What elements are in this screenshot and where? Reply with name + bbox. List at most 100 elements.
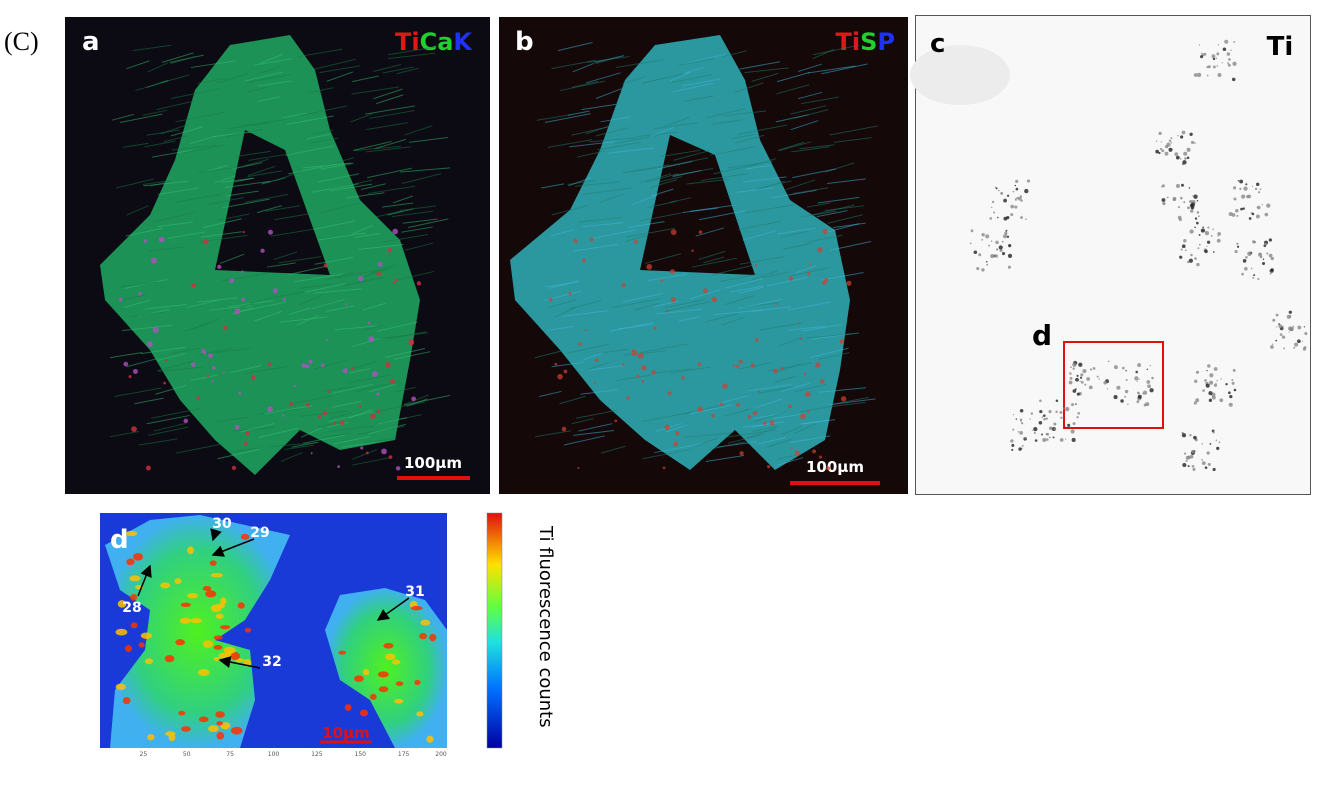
speckle: [636, 375, 639, 378]
speckle: [1065, 427, 1066, 428]
speckle: [368, 336, 374, 342]
speckle: [1016, 197, 1018, 199]
speckle: [333, 422, 336, 425]
speckle: [1060, 417, 1062, 419]
speckle: [1214, 367, 1218, 371]
speckle: [1287, 315, 1291, 319]
speckle: [978, 253, 981, 256]
hotspot: [396, 681, 403, 686]
speckle: [1070, 366, 1072, 368]
speckle: [1265, 213, 1269, 217]
speckle: [251, 375, 256, 380]
speckle: [411, 396, 416, 401]
speckle: [234, 308, 240, 314]
speckle: [1193, 195, 1197, 199]
annotation: 28: [122, 600, 141, 616]
speckle: [991, 241, 992, 242]
speckle: [1065, 438, 1066, 439]
speckle: [1282, 335, 1285, 338]
speckle: [1251, 268, 1253, 270]
speckle: [268, 362, 272, 366]
speckle: [989, 217, 992, 220]
speckle: [1271, 257, 1274, 260]
speckle: [222, 371, 224, 373]
speckle: [1266, 252, 1268, 254]
speckle: [358, 276, 363, 281]
speckle: [1202, 389, 1205, 392]
speckle: [1030, 418, 1031, 419]
speckle: [1020, 216, 1023, 219]
hotspot: [211, 573, 223, 578]
speckle: [1202, 461, 1206, 465]
speckle: [1262, 262, 1265, 265]
speckle: [675, 431, 679, 435]
speckle: [981, 233, 984, 236]
speckle: [133, 369, 138, 374]
speckle: [1190, 209, 1193, 212]
speckle: [388, 248, 392, 252]
speckle: [217, 265, 221, 269]
speckle: [1027, 179, 1030, 182]
speckle: [244, 442, 248, 446]
speckle: [1181, 248, 1183, 250]
hotspot: [245, 628, 251, 633]
speckle: [1191, 141, 1194, 144]
speckle: [1069, 381, 1073, 385]
hotspot: [416, 711, 423, 716]
channel: Ti: [836, 28, 861, 56]
speckle: [1197, 247, 1199, 249]
speckle: [138, 292, 141, 295]
speckle: [668, 391, 672, 395]
hotspot: [220, 597, 226, 604]
speckle: [1188, 465, 1190, 467]
speckle: [1070, 377, 1073, 380]
speckle: [273, 288, 278, 293]
speckle: [318, 415, 321, 418]
speckle: [184, 419, 188, 423]
hotspot: [429, 634, 436, 641]
speckle: [996, 187, 998, 189]
speckle: [1199, 44, 1200, 45]
speckle: [1165, 145, 1168, 148]
speckle: [163, 382, 166, 385]
speckle: [846, 281, 851, 286]
speckle: [1078, 363, 1082, 367]
speckle: [711, 414, 715, 418]
speckle: [1247, 195, 1251, 199]
speckle: [395, 279, 398, 282]
speckle: [1147, 369, 1148, 370]
speckle: [1025, 218, 1027, 220]
speckle: [1080, 377, 1082, 379]
speckle: [268, 230, 273, 235]
speckle: [791, 447, 793, 449]
speckle: [1201, 53, 1203, 55]
speckle: [1010, 213, 1013, 216]
speckle: [767, 465, 770, 468]
speckle: [1233, 369, 1236, 372]
speckle: [671, 229, 677, 235]
speckle: [593, 382, 595, 384]
speckle: [1194, 227, 1196, 229]
speckle: [1191, 450, 1194, 453]
hotspot: [116, 684, 126, 691]
speckle: [1138, 395, 1142, 399]
channel: P: [877, 28, 895, 56]
panel-letter: a: [82, 27, 100, 57]
annotation: 29: [250, 525, 269, 541]
speckle: [809, 263, 811, 265]
speckle: [153, 327, 159, 333]
speckle: [1190, 254, 1193, 257]
channel: Ca: [420, 28, 454, 56]
speckle: [697, 406, 703, 412]
speckle: [377, 410, 380, 413]
hotspot: [360, 710, 368, 717]
speckle: [410, 339, 413, 342]
speckle: [1205, 231, 1207, 232]
speckle: [376, 271, 381, 276]
speckle: [1183, 201, 1185, 203]
speckle: [733, 365, 735, 367]
speckle: [800, 413, 806, 419]
speckle: [1000, 192, 1003, 195]
speckle: [1260, 256, 1263, 259]
speckle: [1257, 207, 1259, 209]
